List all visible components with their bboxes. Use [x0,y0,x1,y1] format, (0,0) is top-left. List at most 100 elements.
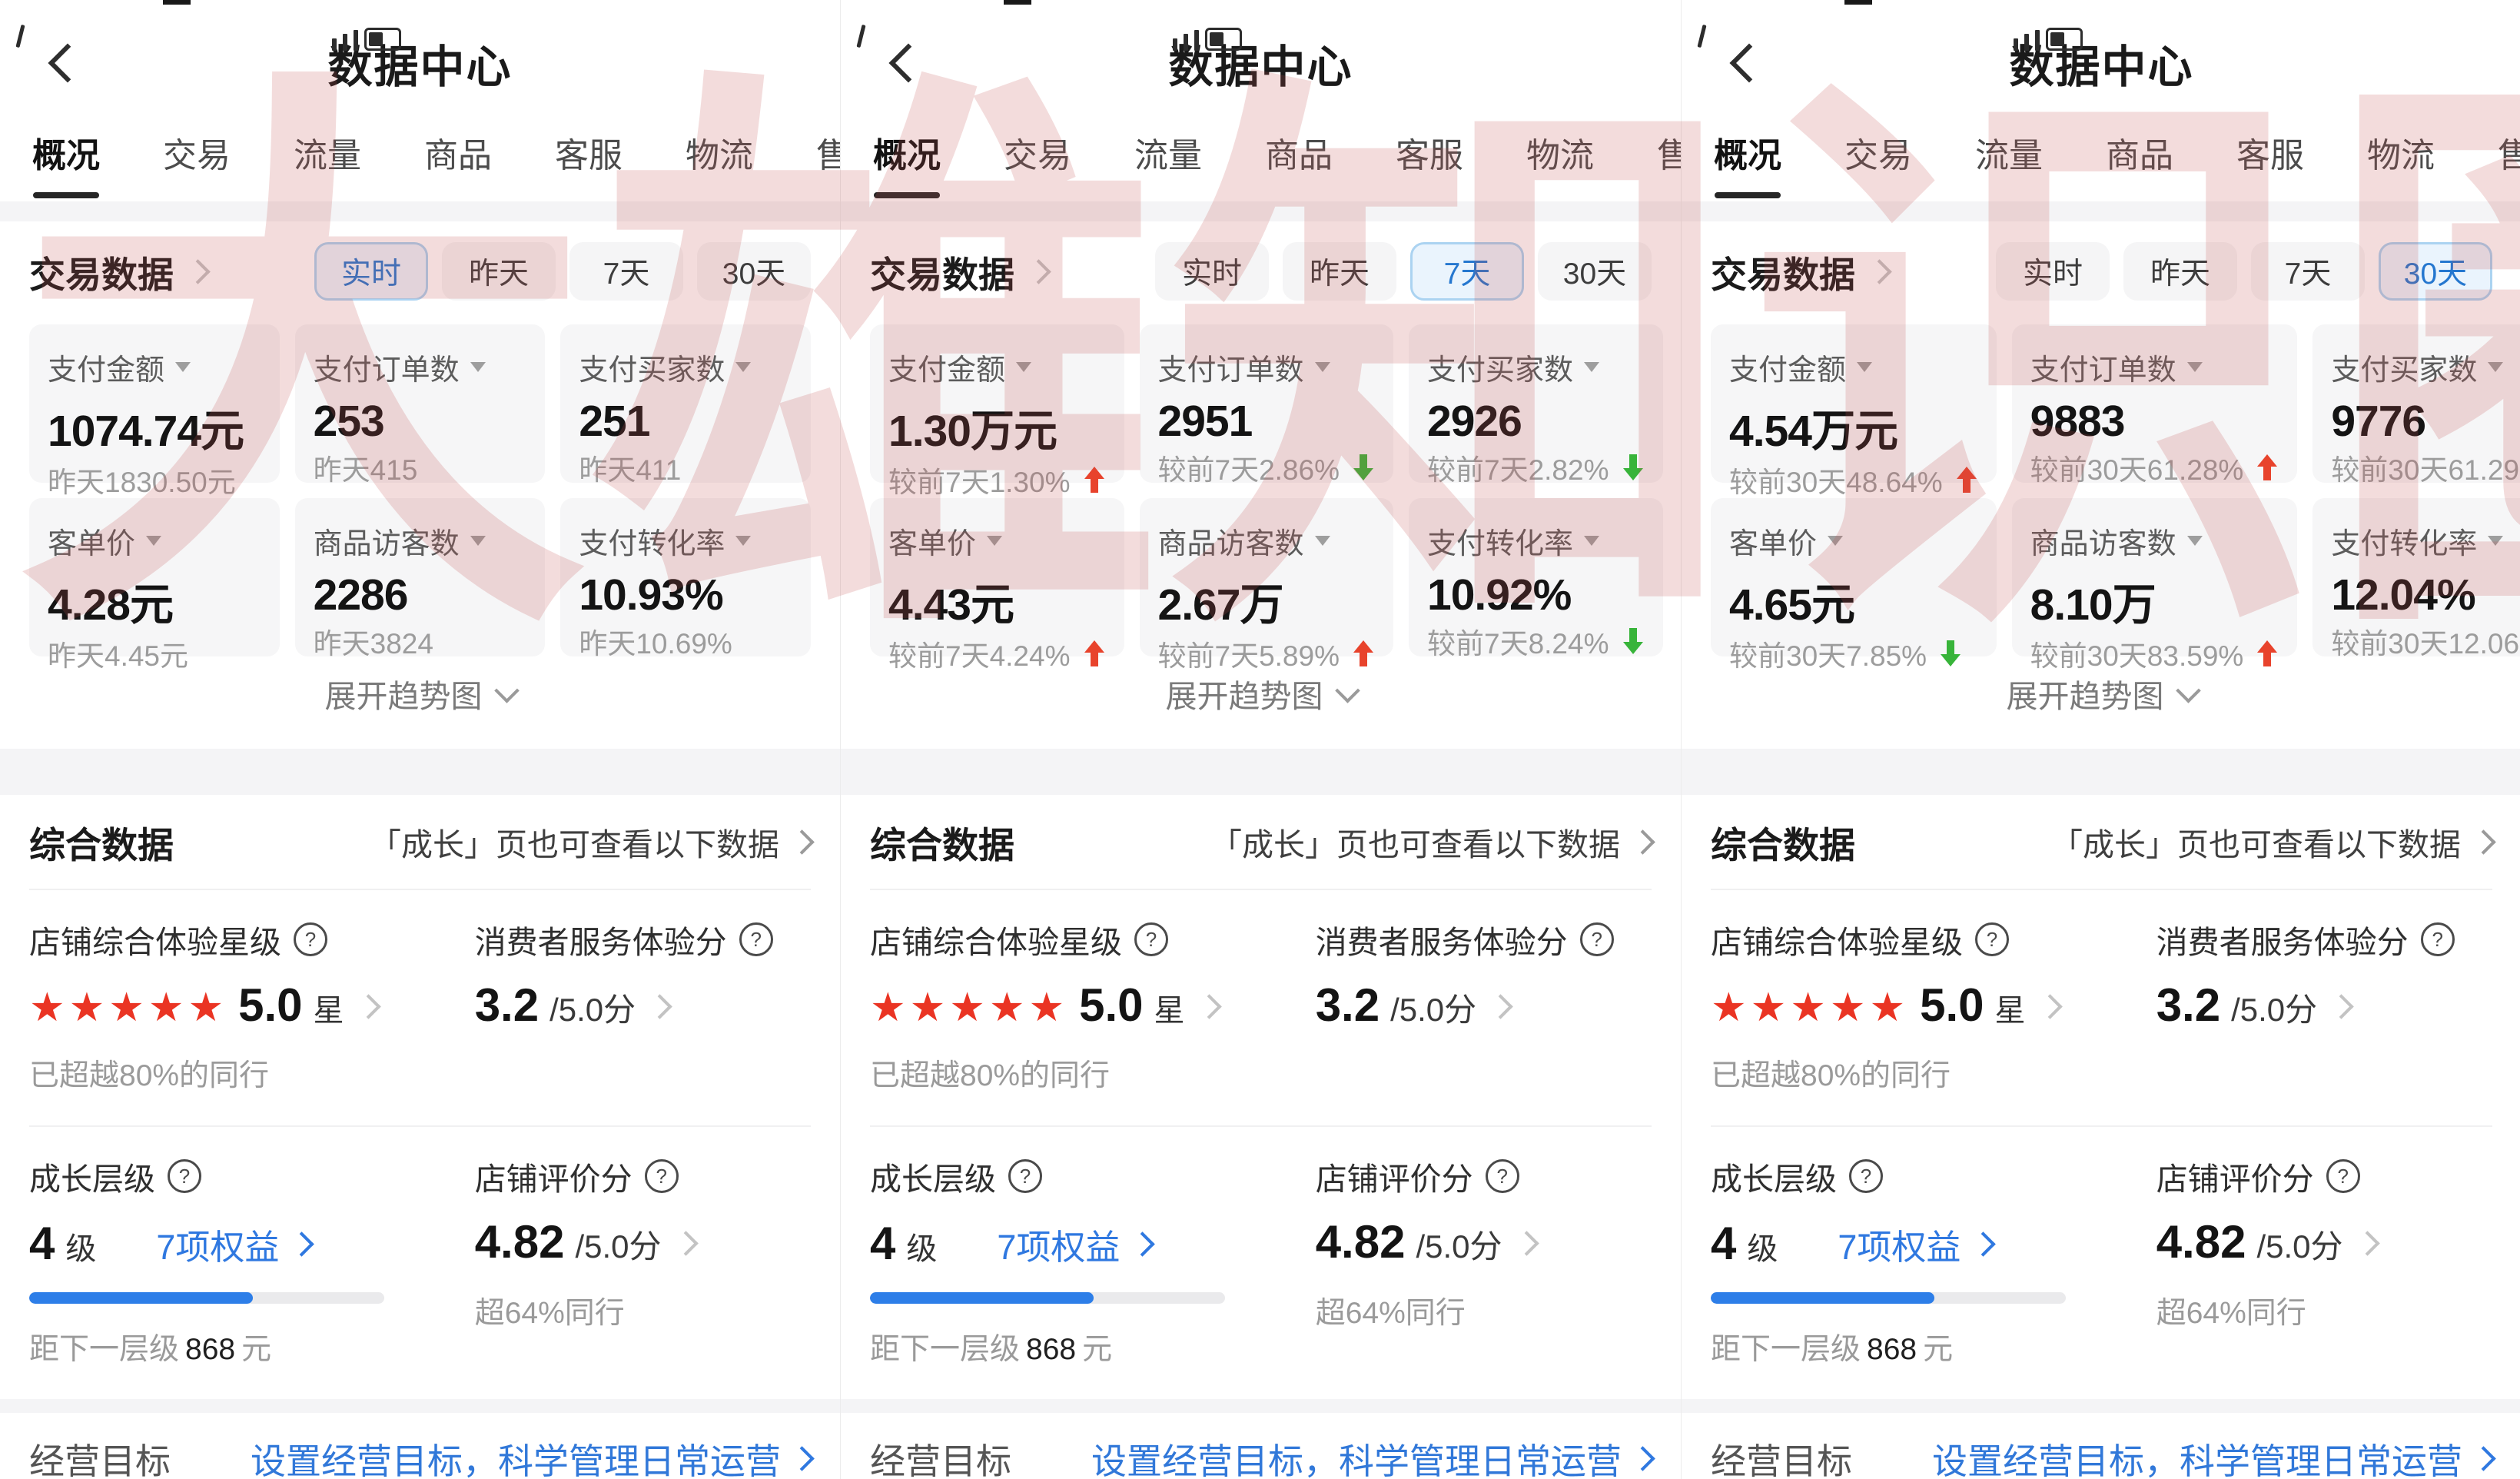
help-icon[interactable]: ? [1008,1159,1042,1193]
benefits-link[interactable]: 7项权益 [156,1219,315,1269]
metric-dropdown[interactable]: 客单价 [888,520,1106,562]
goal-label: 经营目标 [870,1441,1011,1479]
metric-dropdown[interactable]: 支付买家数 [1427,346,1645,388]
growth-page-link[interactable]: 「成长」页也可查看以下数据 [1210,819,1655,865]
trade-section-title[interactable]: 交易数据 [870,254,1014,295]
time-filter-button-0[interactable]: 实时 [1996,242,2110,301]
goal-settings-link[interactable]: 设置经营目标，科学管理日常运营 [251,1434,815,1479]
tab-3[interactable]: 商品 [1265,137,1333,174]
tab-2[interactable]: 流量 [294,137,361,174]
metric-dropdown[interactable]: 客单价 [1729,520,1978,562]
help-icon[interactable]: ? [739,922,773,956]
goal-settings-link[interactable]: 设置经营目标，科学管理日常运营 [1932,1434,2496,1479]
service-score-value[interactable]: 3.2 /5.0分 [2156,982,2492,1031]
time-filter-button-3[interactable]: 30天 [1538,242,1652,301]
back-button[interactable] [48,43,88,83]
tab-5[interactable]: 物流 [1526,137,1594,174]
time-filter-button-2[interactable]: 7天 [1410,242,1524,301]
time-filter-button-2[interactable]: 7天 [569,242,683,301]
trade-section-title[interactable]: 交易数据 [29,254,174,295]
benefits-link[interactable]: 7项权益 [997,1219,1156,1269]
tab-1[interactable]: 交易 [1844,137,1912,174]
shop-rating-value[interactable]: 4.82 /5.0分 [2156,1219,2492,1268]
time-filter-button-2[interactable]: 7天 [2251,242,2365,301]
tab-4[interactable]: 客服 [1396,137,1463,174]
time-filter-button-1[interactable]: 昨天 [2123,242,2237,301]
tab-0[interactable]: 概况 [32,128,100,177]
metric-dropdown[interactable]: 支付转化率 [2331,520,2520,562]
metric-dropdown[interactable]: 支付转化率 [1427,520,1645,562]
tab-0[interactable]: 概况 [1714,128,1781,177]
tab-3[interactable]: 商品 [424,137,492,174]
metric-comparison-text: 昨天4.45元 [48,640,189,672]
back-button[interactable] [1729,43,1769,83]
store-experience-value[interactable]: ★★★★★ 5.0 星 [29,982,475,1030]
tab-5[interactable]: 物流 [2367,137,2435,174]
tab-6[interactable]: 售后 [1657,128,1681,177]
metric-dropdown[interactable]: 支付订单数 [314,346,527,388]
summary-section: 综合数据 「成长」页也可查看以下数据 店铺综合体验星级 ? ★★★★★ 5.0 … [1682,795,2520,1399]
help-icon[interactable]: ? [644,1159,679,1193]
help-icon[interactable]: ? [294,922,327,956]
tab-5[interactable]: 物流 [686,137,753,174]
page-title: 数据中心 [327,42,513,92]
shop-rating-value[interactable]: 4.82 /5.0分 [475,1219,811,1268]
time-filter-button-3[interactable]: 30天 [697,242,811,301]
help-icon[interactable]: ? [168,1159,201,1193]
help-icon[interactable]: ? [1134,922,1168,956]
tab-6[interactable]: 售后 [816,137,840,174]
time-filter-button-1[interactable]: 昨天 [442,242,556,301]
help-icon[interactable]: ? [1485,1159,1519,1193]
shop-rating-value[interactable]: 4.82 /5.0分 [1316,1219,1652,1268]
help-icon[interactable]: ? [2420,922,2455,956]
service-score-value[interactable]: 3.2 /5.0分 [475,982,811,1031]
help-icon[interactable]: ? [1849,1159,1883,1193]
time-filter-button-3[interactable]: 30天 [2379,242,2492,301]
service-score-card: 消费者服务体验分 ? 3.2 /5.0分 [1316,916,1652,1095]
tab-2[interactable]: 流量 [1975,137,2043,174]
metric-dropdown[interactable]: 支付转化率 [579,520,792,562]
metric-dropdown[interactable]: 商品访客数 [314,520,527,562]
metric-dropdown[interactable]: 商品访客数 [1158,520,1376,562]
metric-label: 支付买家数 [1427,354,1574,387]
store-experience-value[interactable]: ★★★★★ 5.0 星 [870,982,1316,1030]
metric-dropdown[interactable]: 支付金额 [888,346,1106,388]
benefits-link[interactable]: 7项权益 [1838,1219,1997,1269]
metric-dropdown[interactable]: 客单价 [48,520,261,562]
growth-page-link[interactable]: 「成长」页也可查看以下数据 [2051,819,2496,865]
metric-dropdown[interactable]: 支付买家数 [2331,346,2520,388]
service-score-value[interactable]: 3.2 /5.0分 [1316,982,1652,1031]
tab-4[interactable]: 客服 [555,137,623,174]
help-icon[interactable]: ? [1579,922,1614,956]
help-icon[interactable]: ? [2326,1159,2360,1193]
growth-page-link[interactable]: 「成长」页也可查看以下数据 [370,819,815,865]
tab-1[interactable]: 交易 [163,137,231,174]
metric-dropdown[interactable]: 支付买家数 [579,346,792,388]
metric-dropdown[interactable]: 支付金额 [48,346,261,388]
tab-4[interactable]: 客服 [2236,137,2304,174]
tab-1[interactable]: 交易 [1004,137,1071,174]
tab-bar: 概况 交易 流量 商品 客服 物流 售后 [1682,103,2520,201]
tab-2[interactable]: 流量 [1134,137,1202,174]
shop-rating-suffix: /5.0分 [1416,1228,1502,1265]
tab-6[interactable]: 售后 [2498,128,2520,177]
expand-trend-button[interactable]: 展开趋势图 [1711,656,2492,730]
metric-comparison-text: 较前7天1.30% [888,467,1071,498]
tab-3[interactable]: 商品 [2106,137,2173,174]
store-experience-value[interactable]: ★★★★★ 5.0 星 [1711,982,2156,1030]
help-icon[interactable]: ? [1975,922,2009,956]
metric-dropdown[interactable]: 商品访客数 [2030,520,2279,562]
time-filter-button-1[interactable]: 昨天 [1283,242,1396,301]
goal-settings-link[interactable]: 设置经营目标，科学管理日常运营 [1091,1434,1655,1479]
metric-dropdown[interactable]: 支付金额 [1729,346,1978,388]
metric-dropdown[interactable]: 支付订单数 [1158,346,1376,388]
time-filter-button-0[interactable]: 实时 [1155,242,1269,301]
expand-trend-button[interactable]: 展开趋势图 [29,656,811,730]
trade-section-title[interactable]: 交易数据 [1711,254,1855,295]
back-button[interactable] [888,43,928,83]
tab-0[interactable]: 概况 [873,128,941,177]
metric-dropdown[interactable]: 支付订单数 [2030,346,2279,388]
time-filter-button-0[interactable]: 实时 [314,242,428,301]
expand-trend-button[interactable]: 展开趋势图 [870,656,1652,730]
